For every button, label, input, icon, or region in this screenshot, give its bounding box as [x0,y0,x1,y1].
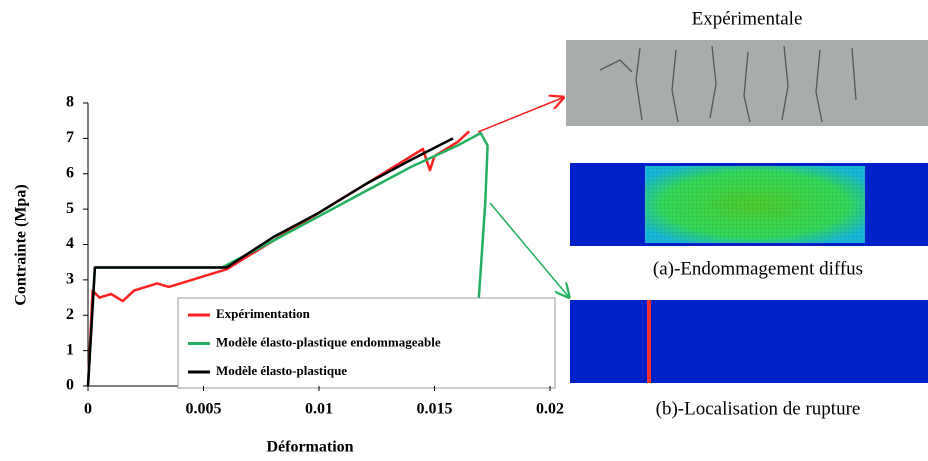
legend-label: Modèle élasto-plastique [216,363,347,378]
cracks [599,45,857,123]
y-tick-label: 8 [66,94,74,111]
mesh [570,300,928,383]
plot [86,130,489,387]
x-tick-label: 0.005 [186,401,222,418]
series-line [86,130,471,387]
y-tick-label: 0 [66,377,74,394]
legend-label: Modèle élasto-plastique endommageable [216,334,441,349]
x-tick-label: 0.02 [536,401,564,418]
mesh [570,163,928,246]
x-tick-label: 0.015 [417,401,453,418]
y-tick-label: 1 [66,341,74,358]
y-tick-label: 3 [66,271,74,288]
y-tick-label: 7 [66,129,74,146]
x-tick-label: 0.01 [305,401,333,418]
y-tick-label: 2 [66,306,74,323]
legend-label: Expérimentation [216,306,311,321]
series-line [86,137,454,387]
y-tick-label: 6 [66,164,74,181]
x-axis-label: Déformation [266,439,353,456]
x-tick-label: 0 [84,401,92,418]
arrow [477,98,562,133]
caption: (b)-Localisation de rupture [656,398,861,419]
y-axis-label: Contrainte (Mpa) [13,184,30,305]
caption: (a)-Endommagement diffus [653,258,863,279]
arrow [489,202,568,296]
y-tick-label: 5 [66,200,74,217]
photo [566,40,928,126]
legend [177,297,556,389]
y-tick-label: 4 [66,235,74,252]
panel-title: Expérimentale [692,8,803,29]
